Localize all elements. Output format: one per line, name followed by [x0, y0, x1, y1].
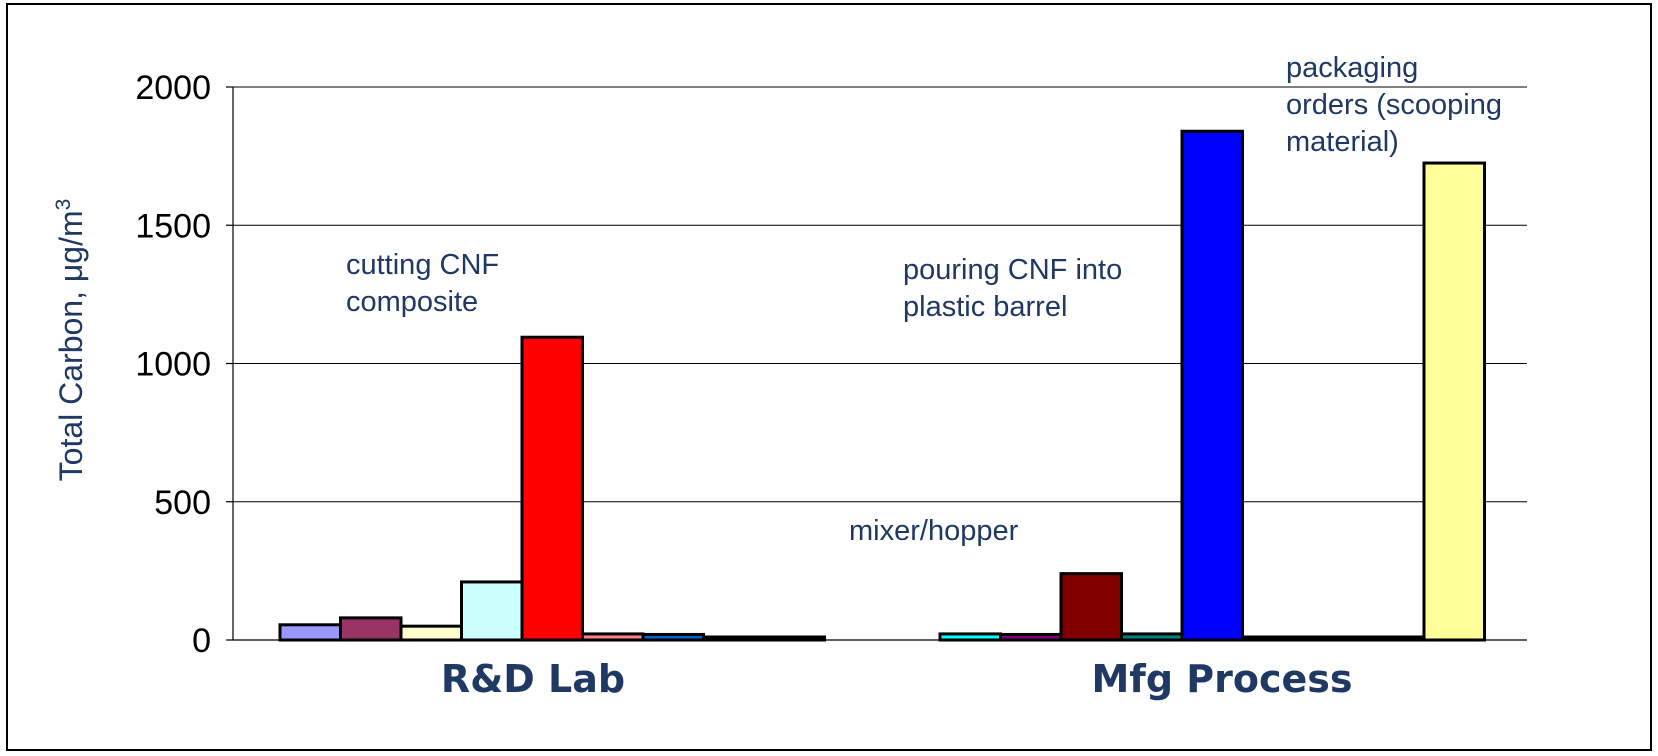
x-category-label: R&D Lab	[441, 657, 625, 701]
annotation-line: composite	[346, 286, 478, 318]
bar	[702, 635, 766, 642]
annotation: mixer/hopper	[849, 515, 1019, 547]
y-tick-label: 2000	[135, 69, 211, 107]
bar	[1180, 129, 1244, 642]
bar	[938, 632, 1002, 642]
y-axis-title: Total Carbon, μg/m3	[52, 199, 89, 482]
bar	[520, 335, 584, 642]
annotations: cutting CNF composite mixer/hopper pouring …	[346, 52, 1502, 547]
gridlines	[226, 86, 1527, 641]
y-tick-label: 1000	[135, 346, 211, 384]
bars	[278, 129, 1486, 642]
y-axis-title-superscript: 3	[52, 199, 75, 211]
annotation-line: packaging	[1286, 52, 1418, 84]
annotation-line: plastic barrel	[903, 291, 1067, 323]
y-tick-label: 500	[154, 484, 211, 522]
bar	[1301, 635, 1365, 642]
bar	[581, 632, 645, 642]
bar	[1120, 632, 1184, 642]
y-tick-label: 0	[192, 622, 211, 660]
bar	[460, 580, 524, 642]
x-category-label: Mfg Process	[1091, 657, 1352, 701]
annotation-line: material)	[1286, 126, 1399, 158]
bar	[399, 624, 463, 642]
annotation-line: orders (scooping	[1286, 89, 1502, 121]
bar	[1362, 635, 1426, 642]
bar	[1422, 161, 1486, 642]
bar	[999, 632, 1063, 642]
annotation-line: cutting CNF	[346, 249, 499, 281]
annotation-line: pouring CNF into	[903, 254, 1122, 286]
annotation: pouring CNF into plastic barrel	[903, 254, 1122, 323]
bar	[278, 623, 342, 642]
bar	[1241, 635, 1305, 642]
annotation: packaging orders (scooping material)	[1286, 52, 1502, 158]
bar	[1059, 572, 1123, 642]
bar	[641, 632, 705, 642]
y-tick-label: 1500	[135, 207, 211, 245]
annotation: cutting CNF composite	[346, 249, 499, 318]
bar	[762, 635, 826, 642]
annotation-line: mixer/hopper	[849, 515, 1019, 547]
y-tick-labels: 0 500 1000 1500 2000	[135, 69, 211, 660]
bar	[339, 616, 403, 642]
x-category-labels: R&D Lab Mfg Process	[441, 657, 1353, 701]
